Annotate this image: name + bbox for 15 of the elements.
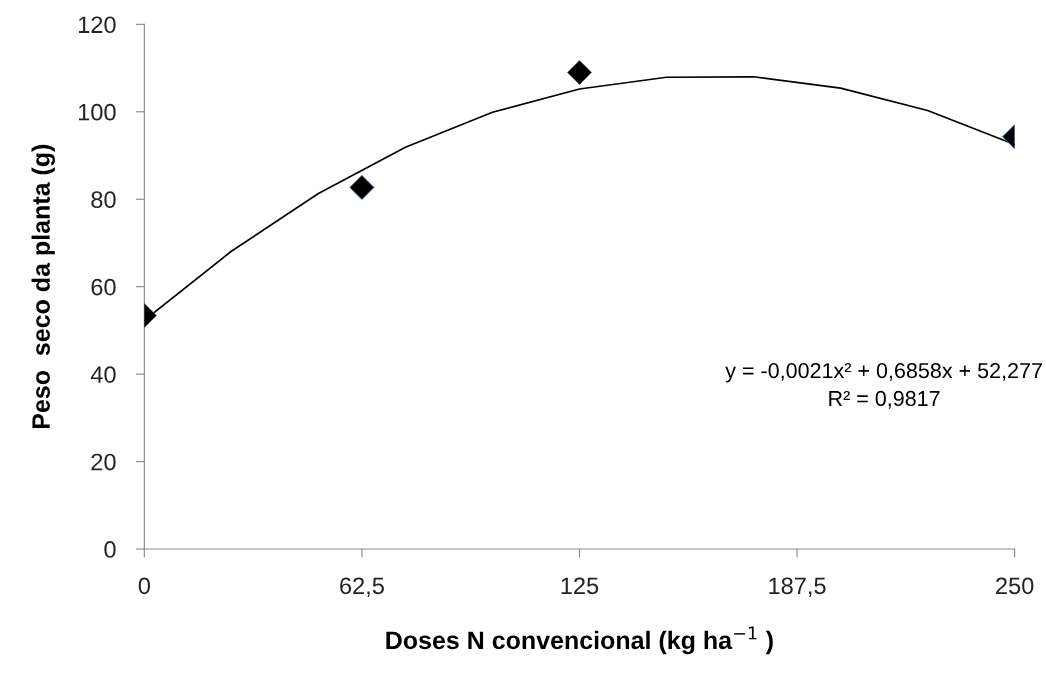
y-axis-title: Peso seco da planta (g) — [31, 144, 55, 429]
y-tick-label: 100 — [78, 103, 116, 121]
y-tick-label: 0 — [104, 541, 116, 558]
annotation: y = -0,0021x² + 0,6858x + 52,277 R² = 0,9817 — [725, 362, 1042, 409]
y-tick-label: 60 — [91, 278, 116, 296]
x-tick-label: 125 — [561, 577, 599, 595]
y-tick-label: 80 — [91, 191, 116, 209]
x-axis-title: Doses N convencional (kg ha$^{−1}$ ) — [386, 626, 773, 655]
x-tick-label: 187,5 — [769, 577, 826, 597]
x-tick-label: 62,5 — [340, 577, 384, 597]
y-tick-label: 120 — [78, 16, 116, 34]
y-tick-label: 40 — [90, 366, 116, 383]
x-tick-label: 0 — [138, 577, 150, 595]
x-tick-label: 250 — [996, 577, 1034, 595]
y-tick-label: 20 — [91, 453, 116, 471]
